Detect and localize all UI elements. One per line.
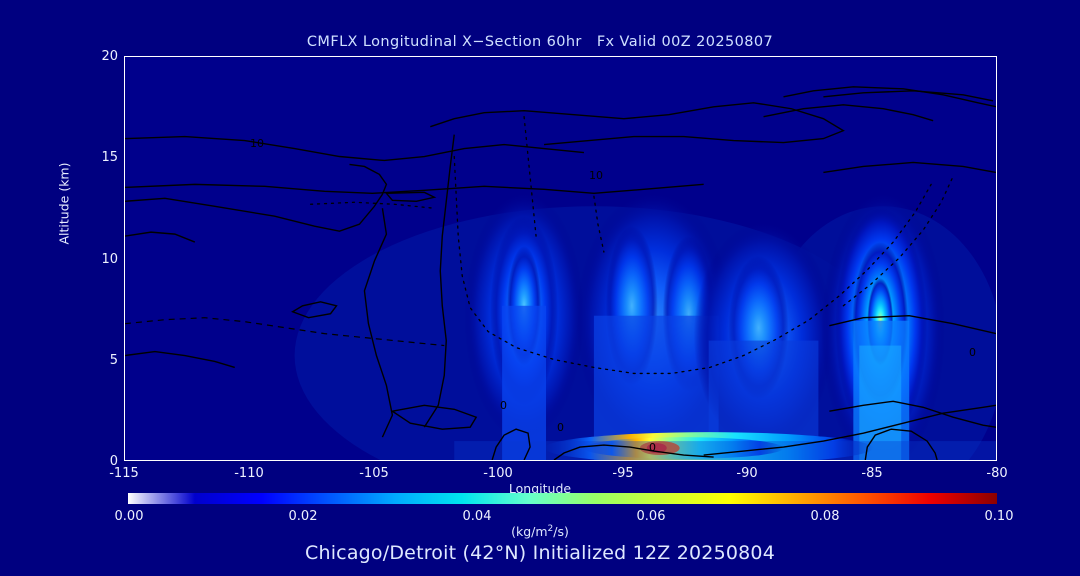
x-tick--80: -80 xyxy=(986,466,1008,481)
x-tick--110: -110 xyxy=(234,466,264,481)
y-tick-15: 15 xyxy=(101,150,118,165)
colorbar-tick-0.06: 0.06 xyxy=(636,509,666,524)
x-tick--90: -90 xyxy=(736,466,758,481)
contour-label: 10 xyxy=(589,169,603,182)
x-tick--100: -100 xyxy=(483,466,513,481)
figure-caption: Chicago/Detroit (42°N) Initialized 12Z 2… xyxy=(304,542,776,564)
y-tick-10: 10 xyxy=(101,252,118,267)
colorbar xyxy=(128,493,997,504)
x-axis-label: Longitude xyxy=(508,481,572,496)
unit-suffix: /s) xyxy=(553,524,569,540)
y-tick-20: 20 xyxy=(101,49,118,64)
cross-section-field xyxy=(125,57,996,460)
x-tick--85: -85 xyxy=(861,466,883,481)
colorbar-tick-0.10: 0.10 xyxy=(984,509,1014,524)
y-axis-label: Altitude (km) xyxy=(56,162,72,245)
unit-prefix: (kg/m xyxy=(511,524,548,540)
x-tick--105: -105 xyxy=(359,466,389,481)
unit-exponent: 2 xyxy=(547,524,554,534)
y-tick-0: 0 xyxy=(109,454,118,469)
colorbar-unit-label: (kg/m2/s) xyxy=(0,524,1080,539)
contour-label: 0 xyxy=(557,421,564,434)
x-tick--95: -95 xyxy=(612,466,634,481)
colorbar-tick-0.04: 0.04 xyxy=(462,509,492,524)
contour-label: 0 xyxy=(649,441,656,454)
contour-label: 0 xyxy=(969,346,976,359)
colorbar-tick-0.08: 0.08 xyxy=(810,509,840,524)
colorbar-tick-0.02: 0.02 xyxy=(288,509,318,524)
x-tick--115: -115 xyxy=(109,466,139,481)
chart-title: CMFLX Longitudinal X−Section 60hr Fx Val… xyxy=(306,34,774,50)
y-tick-5: 5 xyxy=(109,353,118,368)
colorbar-tick-0.00: 0.00 xyxy=(114,509,144,524)
plot-area: 10 10 0 0 0 0 xyxy=(124,56,997,461)
contour-label: 10 xyxy=(250,137,264,150)
contour-label: 0 xyxy=(500,399,507,412)
